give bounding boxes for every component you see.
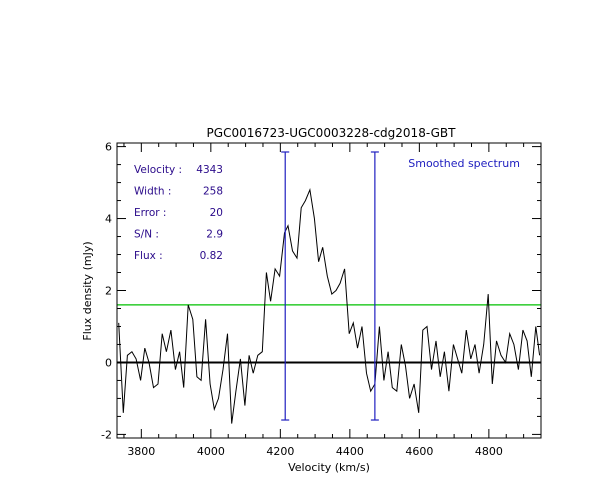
x-axis-label: Velocity (km/s) — [288, 461, 370, 474]
chart-title: PGC0016723-UGC0003228-cdg2018-GBT — [207, 126, 457, 140]
x-tick-label: 3800 — [127, 445, 155, 458]
x-axis: 3800 4000 4200 4400 4600 4800 — [123, 143, 542, 458]
stat-label: Velocity : — [134, 164, 182, 176]
x-tick-label: 4400 — [336, 445, 364, 458]
x-tick-label: 4800 — [475, 445, 503, 458]
velocity-marker-2 — [370, 151, 379, 421]
y-tick-label: 6 — [105, 141, 112, 154]
stat-label: Width : — [134, 186, 171, 198]
x-tick-label: 4200 — [266, 445, 294, 458]
velocity-marker-1 — [281, 151, 290, 421]
stat-value: 0.82 — [200, 250, 223, 262]
stat-label: S/N : — [134, 229, 159, 241]
y-axis-label: Flux density (mJy) — [81, 241, 94, 340]
x-tick-label: 4600 — [405, 445, 433, 458]
spectrum-line — [118, 187, 541, 424]
plot-area — [117, 151, 541, 424]
y-tick-label: 2 — [105, 285, 112, 298]
x-tick-label: 4000 — [197, 445, 225, 458]
plot-frame — [116, 142, 542, 439]
y-tick-label: 0 — [105, 356, 112, 369]
stats-panel: Velocity : 4343 Width : 258 Error : 20 S/N : 2.… — [134, 164, 223, 262]
stat-value: 4343 — [196, 164, 223, 176]
y-tick-label: 4 — [105, 213, 112, 226]
y-axis: -2 0 2 4 6 — [101, 141, 541, 441]
smoothed-spectrum-label: Smoothed spectrum — [408, 157, 520, 170]
stat-value: 258 — [203, 186, 223, 198]
y-tick-label: -2 — [101, 428, 112, 441]
stat-value: 20 — [210, 207, 223, 219]
stat-label: Error : — [134, 207, 166, 219]
stat-label: Flux : — [134, 250, 163, 262]
stat-value: 2.9 — [206, 229, 223, 241]
